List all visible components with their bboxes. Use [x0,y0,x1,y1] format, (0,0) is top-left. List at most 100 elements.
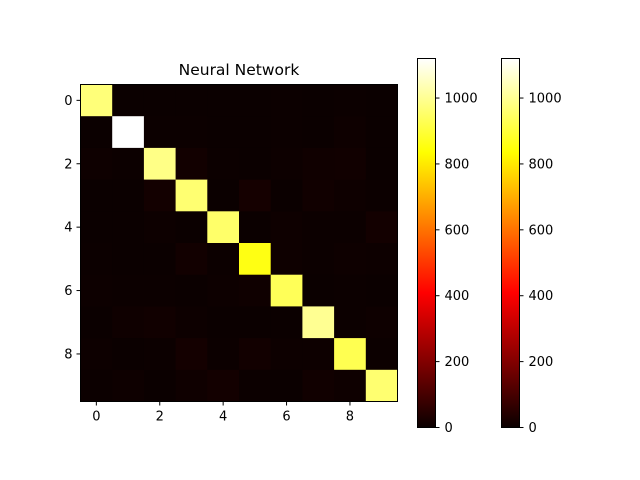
heatmap-cell-4-2 [143,211,176,244]
colorbar-tick-label: 400 [529,289,554,304]
heatmap-cell-4-7 [302,211,335,244]
colorbars: 0 200 400 600 800 1000 0 200 400 600 800 1000 [417,58,562,436]
heatmap-cell-5-7 [302,243,335,276]
heatmap-cell-9-7 [302,369,335,402]
heatmap-cell-0-0 [80,84,113,117]
heatmap-cell-8-3 [175,338,208,371]
heatmap-cell-0-8 [334,84,367,117]
heatmap-cell-2-1 [112,147,145,180]
heatmap-cell-5-3 [175,243,208,276]
heatmap-cell-6-6 [270,274,303,307]
heatmap-cell-0-2 [143,84,176,117]
heatmap-cell-9-3 [175,369,208,402]
heatmap-cell-2-9 [365,147,398,180]
heatmap-cell-8-4 [207,338,240,371]
heatmap-cell-7-8 [334,306,367,339]
heatmap-cell-6-5 [239,274,272,307]
heatmap-cell-4-1 [112,211,145,244]
heatmap-cell-9-0 [80,369,113,402]
heatmap-cell-6-4 [207,274,240,307]
heatmap-cell-7-5 [239,306,272,339]
heatmap-cell-5-2 [143,243,176,276]
heatmap-cell-4-6 [270,211,303,244]
heatmap-cell-1-0 [80,116,113,149]
heatmap-cell-1-5 [239,116,272,149]
heatmap-cell-3-2 [143,179,176,212]
heatmap-cell-0-4 [207,84,240,117]
colorbar-tick-label: 200 [529,355,554,370]
heatmap-cell-7-3 [175,306,208,339]
y-axis: 0 2 4 6 8 [64,94,81,362]
heatmap-cell-3-4 [207,179,240,212]
heatmap-cell-5-9 [365,243,398,276]
colorbar-2: 0 200 400 600 800 1000 [501,58,562,436]
heatmap-cell-7-6 [270,306,303,339]
heatmap-cell-3-9 [365,179,398,212]
heatmap-cell-4-5 [239,211,272,244]
heatmap-cell-9-6 [270,369,303,402]
heatmap-cell-1-1 [112,116,145,149]
colorbar-frame [417,58,436,428]
heatmap-cell-4-8 [334,211,367,244]
heatmap-cell-9-2 [143,369,176,402]
x-tick-label: 2 [156,410,164,425]
y-tick-label: 0 [64,94,72,109]
heatmap-cell-8-6 [270,338,303,371]
heatmap-cell-0-5 [239,84,272,117]
heatmap-cell-4-3 [175,211,208,244]
heatmap-cell-6-0 [80,274,113,307]
heatmap-cell-8-1 [112,338,145,371]
heatmap-cell-5-6 [270,243,303,276]
heatmap-cell-8-5 [239,338,272,371]
colorbar-tick-label: 0 [445,421,453,436]
heatmap-cell-2-0 [80,147,113,180]
heatmap-cell-5-0 [80,243,113,276]
y-tick-label: 4 [64,221,72,236]
heatmap-cell-1-7 [302,116,335,149]
heatmap-cell-3-8 [334,179,367,212]
y-tick-label: 8 [64,347,72,362]
heatmap-cell-4-9 [365,211,398,244]
heatmap-cell-5-1 [112,243,145,276]
heatmap-cell-7-0 [80,306,113,339]
heatmap-cell-2-2 [143,147,176,180]
colorbar-1: 0 200 400 600 800 1000 [417,58,478,436]
heatmap-cell-4-4 [207,211,240,244]
colorbar-tick-label: 600 [445,223,470,238]
heatmap-cell-6-9 [365,274,398,307]
heatmap-cell-0-6 [270,84,303,117]
heatmap-cell-0-7 [302,84,335,117]
heatmap-cell-6-8 [334,274,367,307]
heatmap-cell-2-7 [302,147,335,180]
heatmap-cells [80,84,398,402]
heatmap-cell-5-5 [239,243,272,276]
heatmap-cell-3-1 [112,179,145,212]
heatmap-cell-6-7 [302,274,335,307]
colorbar-tick-label: 400 [445,289,470,304]
heatmap-cell-1-4 [207,116,240,149]
y-tick-label: 2 [64,157,72,172]
heatmap-cell-3-0 [80,179,113,212]
heatmap-cell-1-9 [365,116,398,149]
x-axis: 0 2 4 6 8 [92,401,354,425]
heatmap-cell-2-8 [334,147,367,180]
chart-title: Neural Network [179,61,300,79]
heatmap-cell-0-1 [112,84,145,117]
heatmap-cell-9-9 [365,369,398,402]
heatmap-cell-8-0 [80,338,113,371]
heatmap-cell-7-1 [112,306,145,339]
plot-frame [80,84,398,402]
heatmap-cell-6-2 [143,274,176,307]
heatmap-cell-9-8 [334,369,367,402]
x-tick-label: 8 [346,410,354,425]
heatmap-cell-1-8 [334,116,367,149]
heatmap-cell-2-3 [175,147,208,180]
colorbar-tick-label: 1000 [529,92,562,107]
heatmap-cell-3-5 [239,179,272,212]
heatmap-cell-1-2 [143,116,176,149]
colorbar-frame [501,58,520,428]
heatmap-cell-0-9 [365,84,398,117]
heatmap-cell-2-4 [207,147,240,180]
colorbar-tick-label: 200 [445,355,470,370]
